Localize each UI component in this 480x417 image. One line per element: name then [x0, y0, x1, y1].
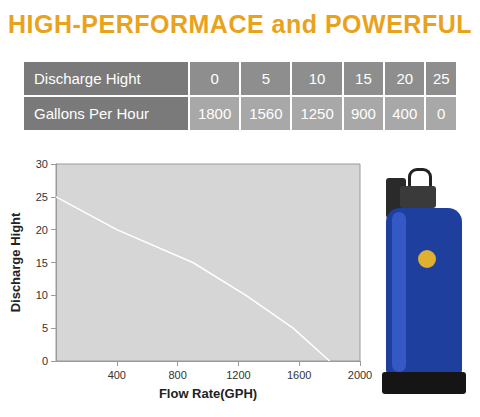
html-text:0: 0: [210, 70, 219, 87]
svg-text:5: 5: [42, 322, 48, 334]
html-text:25: 25: [432, 70, 450, 87]
svg-text:800: 800: [168, 369, 186, 381]
svg-text:Flow Rate(GPH): Flow Rate(GPH): [159, 386, 257, 401]
html-text:Discharge Hight: Discharge Hight: [34, 70, 141, 87]
svg-text:0: 0: [42, 355, 48, 367]
html-text:1800: 1800: [197, 105, 232, 122]
svg-text:1200: 1200: [226, 369, 250, 381]
svg-text:10: 10: [36, 289, 48, 301]
html-text:400: 400: [392, 105, 418, 122]
html-text:10: 10: [308, 70, 326, 87]
svg-text:Discharge Hight: Discharge Hight: [8, 212, 23, 312]
html-text:1560: 1560: [249, 105, 283, 122]
svg-text:30: 30: [36, 158, 48, 170]
html-text:5: 5: [261, 70, 270, 87]
html-text:900: 900: [350, 105, 376, 122]
html-text:20: 20: [396, 70, 414, 87]
svg-text:1600: 1600: [287, 369, 311, 381]
html-text:HIGH-PERFORMACE and POWERFUL: HIGH-PERFORMACE and POWERFUL: [8, 10, 472, 38]
svg-text:15: 15: [36, 257, 48, 269]
html-text:Gallons Per Hour: Gallons Per Hour: [34, 105, 150, 122]
svg-text:25: 25: [36, 191, 48, 203]
html-text:1250: 1250: [300, 105, 334, 122]
svg-text:20: 20: [36, 224, 48, 236]
svg-text:2000: 2000: [348, 369, 372, 381]
html-text:0: 0: [437, 105, 446, 122]
html-text:15: 15: [355, 70, 372, 87]
svg-text:400: 400: [108, 369, 126, 381]
